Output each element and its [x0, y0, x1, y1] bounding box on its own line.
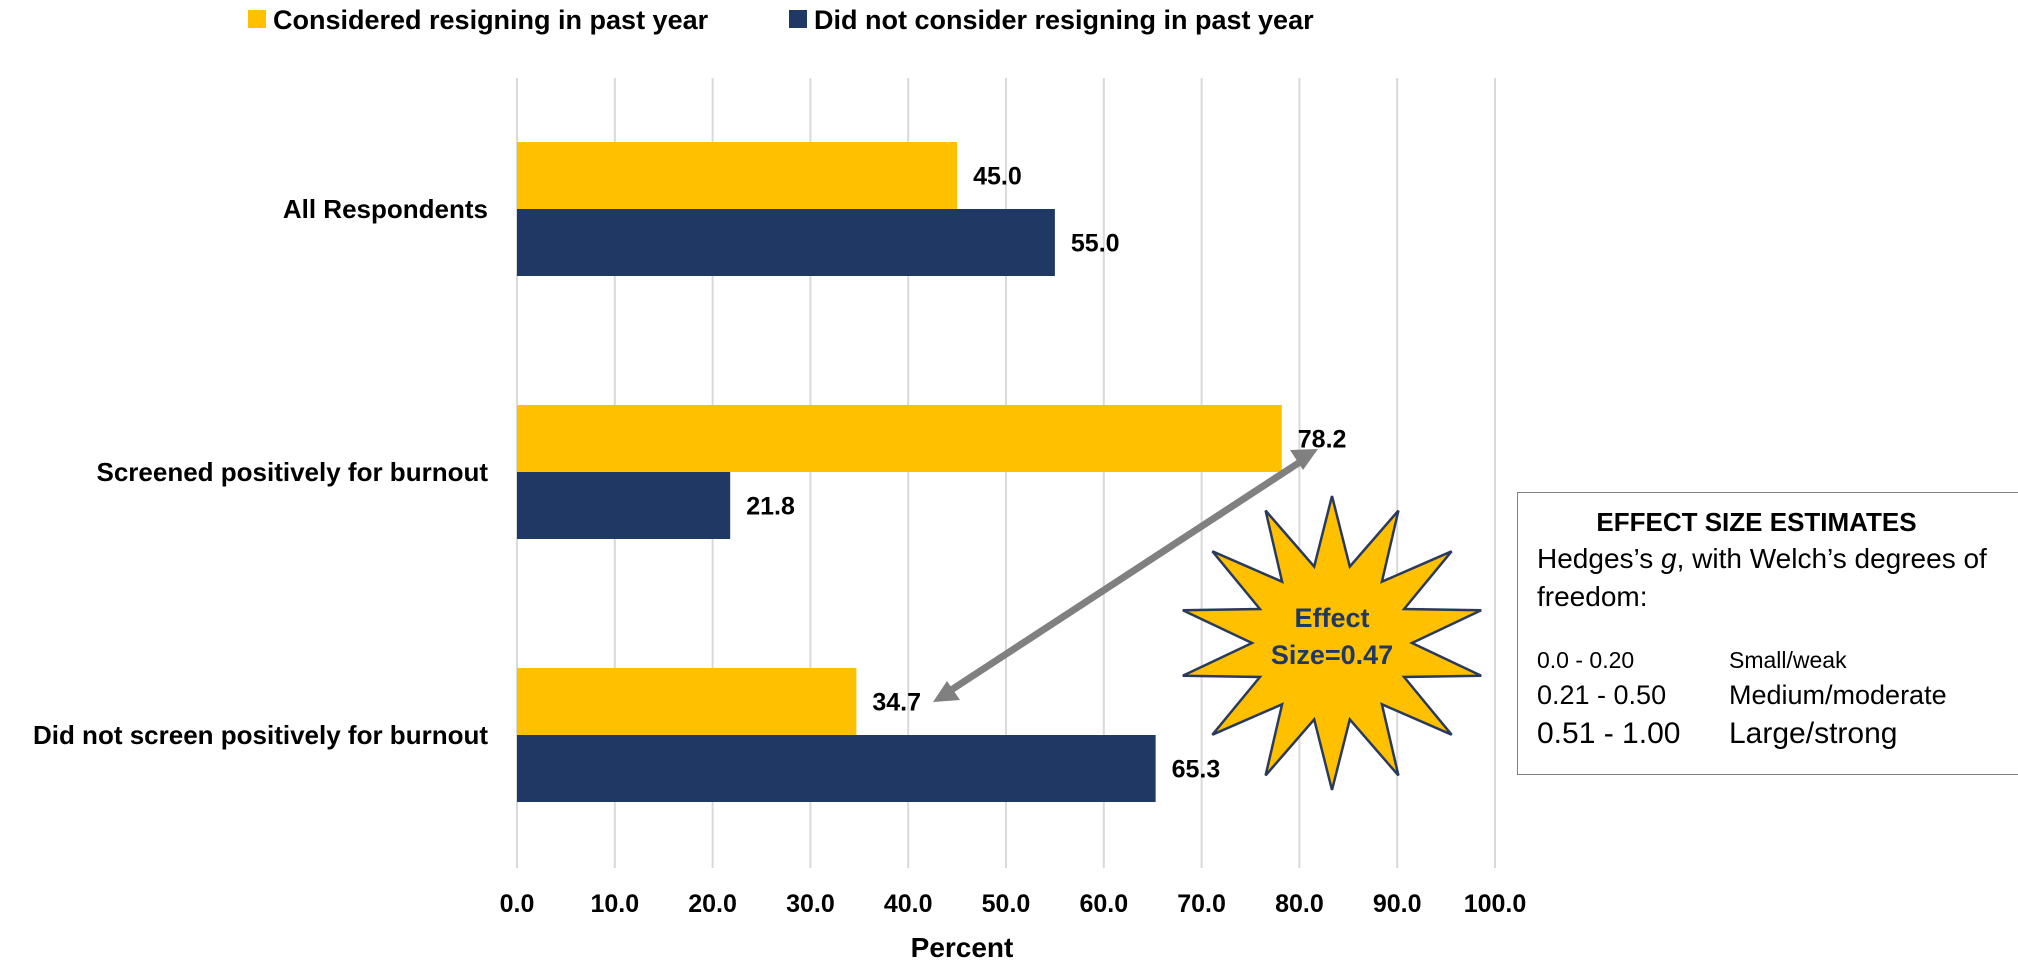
x-tick-label: 70.0: [1177, 890, 1226, 918]
x-tick-label: 90.0: [1373, 890, 1422, 918]
data-label: 21.8: [746, 493, 795, 521]
x-tick-label: 60.0: [1079, 890, 1128, 918]
data-label: 34.7: [872, 689, 921, 717]
x-axis-title: Percent: [911, 932, 1014, 963]
data-label: 78.2: [1298, 426, 1347, 454]
effect-row-label: Large/strong: [1729, 717, 1898, 750]
category-labels: All Respondents Screened positively for b…: [33, 194, 488, 750]
effect-row-range: 0.51 - 1.00: [1537, 717, 1681, 750]
x-tick-label: 0.0: [500, 890, 535, 918]
bar: [517, 209, 1055, 276]
effect-row-label: Small/weak: [1729, 647, 1847, 673]
bar: [517, 472, 731, 539]
bar: [517, 668, 857, 735]
star-text-line2: Size=0.47: [1271, 640, 1393, 670]
bar: [517, 142, 958, 209]
effect-arrow-line: [943, 459, 1302, 697]
bars: 45.0 55.0 78.2 21.8 34.7 65.3: [517, 142, 1346, 802]
legend-swatch-considered: [248, 10, 266, 28]
bar: [517, 405, 1282, 472]
data-label: 45.0: [973, 163, 1022, 191]
x-tick-label: 20.0: [688, 890, 737, 918]
x-tick-label: 80.0: [1275, 890, 1324, 918]
effect-row-medium: 0.21 - 0.50 Medium/moderate: [1537, 676, 2018, 714]
legend-label-did-not-consider: Did not consider resigning in past year: [814, 5, 1314, 35]
x-tick-label: 10.0: [590, 890, 639, 918]
legend: Considered resigning in past year Did no…: [248, 5, 1314, 35]
category-label: All Respondents: [283, 194, 488, 224]
x-tick-label: 30.0: [786, 890, 835, 918]
x-tick-label: 50.0: [982, 890, 1031, 918]
data-label: 55.0: [1071, 230, 1120, 258]
starburst-shape: [1182, 495, 1482, 791]
x-tick-label: 100.0: [1464, 890, 1527, 918]
effect-size-annotation: Effect Size=0.47: [933, 449, 1482, 791]
effect-row-range: 0.21 - 0.50: [1537, 680, 1667, 710]
category-label: Did not screen positively for burnout: [33, 720, 488, 750]
effect-row-large: 0.51 - 1.00 Large/strong: [1537, 714, 2018, 754]
category-label: Screened positively for burnout: [96, 457, 488, 487]
bar: [517, 735, 1156, 802]
effect-box-rows: 0.0 - 0.20 Small/weak 0.21 - 0.50 Medium…: [1537, 644, 2018, 754]
effect-arrow-head-top: [1290, 449, 1318, 470]
effect-row-small: 0.0 - 0.20 Small/weak: [1537, 644, 2018, 676]
x-tick-label: 40.0: [884, 890, 933, 918]
x-axis-tick-labels: 0.0 10.0 20.0 30.0 40.0 50.0 60.0 70.0 80.0 90.0 1…: [500, 890, 1527, 918]
legend-label-considered: Considered resigning in past year: [273, 5, 709, 35]
star-text-line1: Effect: [1294, 603, 1369, 633]
effect-arrow-head-bottom: [933, 681, 960, 702]
effect-row-label: Medium/moderate: [1729, 680, 1947, 710]
effect-box-subtitle: Hedges’s g, with Welch’s degrees of free…: [1537, 543, 1987, 612]
effect-size-legend-box: EFFECT SIZE ESTIMATES Hedges’s g, with W…: [1517, 492, 2018, 775]
legend-swatch-did-not-consider: [789, 10, 807, 28]
effect-box-title: EFFECT SIZE ESTIMATES: [1596, 507, 1917, 537]
data-label: 65.3: [1172, 756, 1221, 784]
effect-row-range: 0.0 - 0.20: [1537, 647, 1635, 673]
